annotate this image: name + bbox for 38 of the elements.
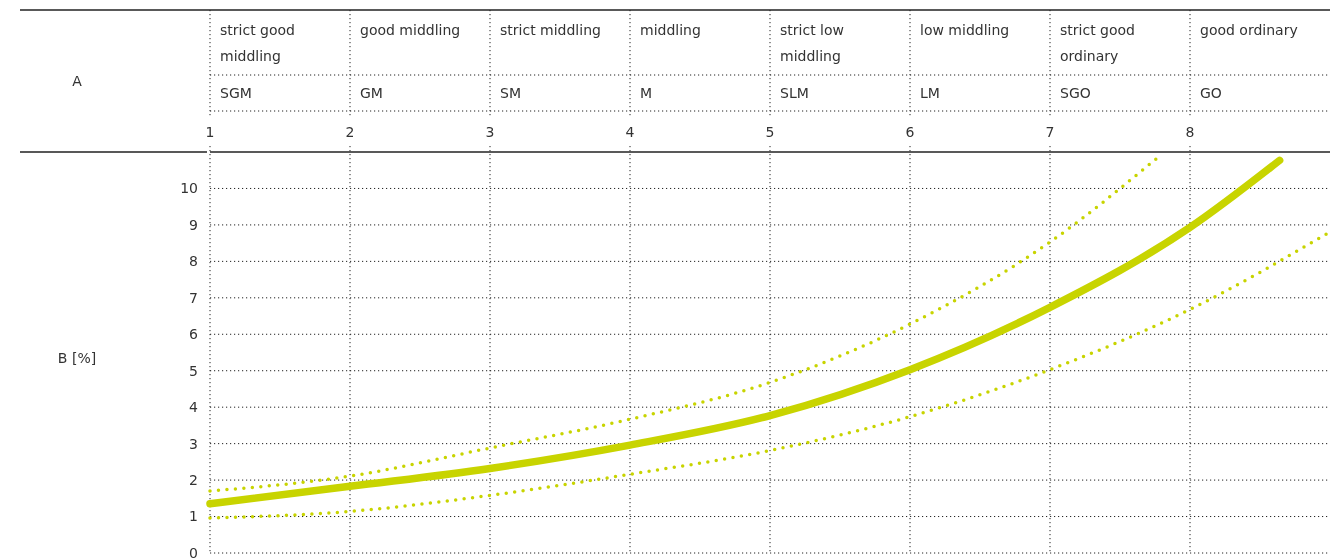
- x-tick-label: 2: [345, 124, 355, 140]
- x-tick-label: 3: [485, 124, 495, 140]
- x-tick-label: 4: [625, 124, 635, 140]
- x-tick-label: 8: [1185, 124, 1195, 140]
- y-tick-label: 1: [189, 508, 198, 525]
- text: SLM: [780, 85, 809, 101]
- text: good ordinary: [1200, 22, 1298, 38]
- y-tick-label: 6: [189, 326, 199, 343]
- text: strict good ordinary: [1060, 22, 1135, 64]
- text: A: [72, 72, 83, 89]
- y-tick-label: 5: [189, 362, 198, 379]
- x-tick-label: 1: [205, 124, 215, 140]
- text: SM: [500, 85, 521, 101]
- text: good middling: [360, 22, 461, 38]
- y-tick-label: 9: [189, 216, 198, 233]
- y-tick-label: 2: [189, 471, 198, 488]
- x-tick-label: 5: [765, 124, 775, 140]
- y-tick-label: 4: [189, 399, 199, 416]
- text: strict low middling: [780, 22, 844, 64]
- text: strict good middling: [220, 22, 295, 64]
- text: SGM: [220, 85, 252, 101]
- y-tick-label: 3: [189, 435, 198, 452]
- x-tick-label: 7: [1045, 124, 1055, 140]
- y-tick-label: 7: [189, 289, 198, 306]
- text: GM: [360, 85, 383, 101]
- line-series: [208, 155, 1160, 493]
- text: middling: [640, 22, 701, 38]
- text: B [%]: [57, 350, 97, 367]
- text: strict middling: [500, 22, 601, 38]
- y-tick-label: 0: [189, 544, 198, 558]
- text: GO: [1200, 85, 1222, 101]
- text: LM: [920, 85, 940, 101]
- text: low middling: [920, 22, 1010, 38]
- text: M: [640, 85, 653, 101]
- x-tick-label: 6: [905, 124, 915, 140]
- text: SGO: [1060, 85, 1091, 101]
- y-tick-label: 10: [180, 180, 198, 197]
- y-tick-label: 8: [189, 253, 198, 270]
